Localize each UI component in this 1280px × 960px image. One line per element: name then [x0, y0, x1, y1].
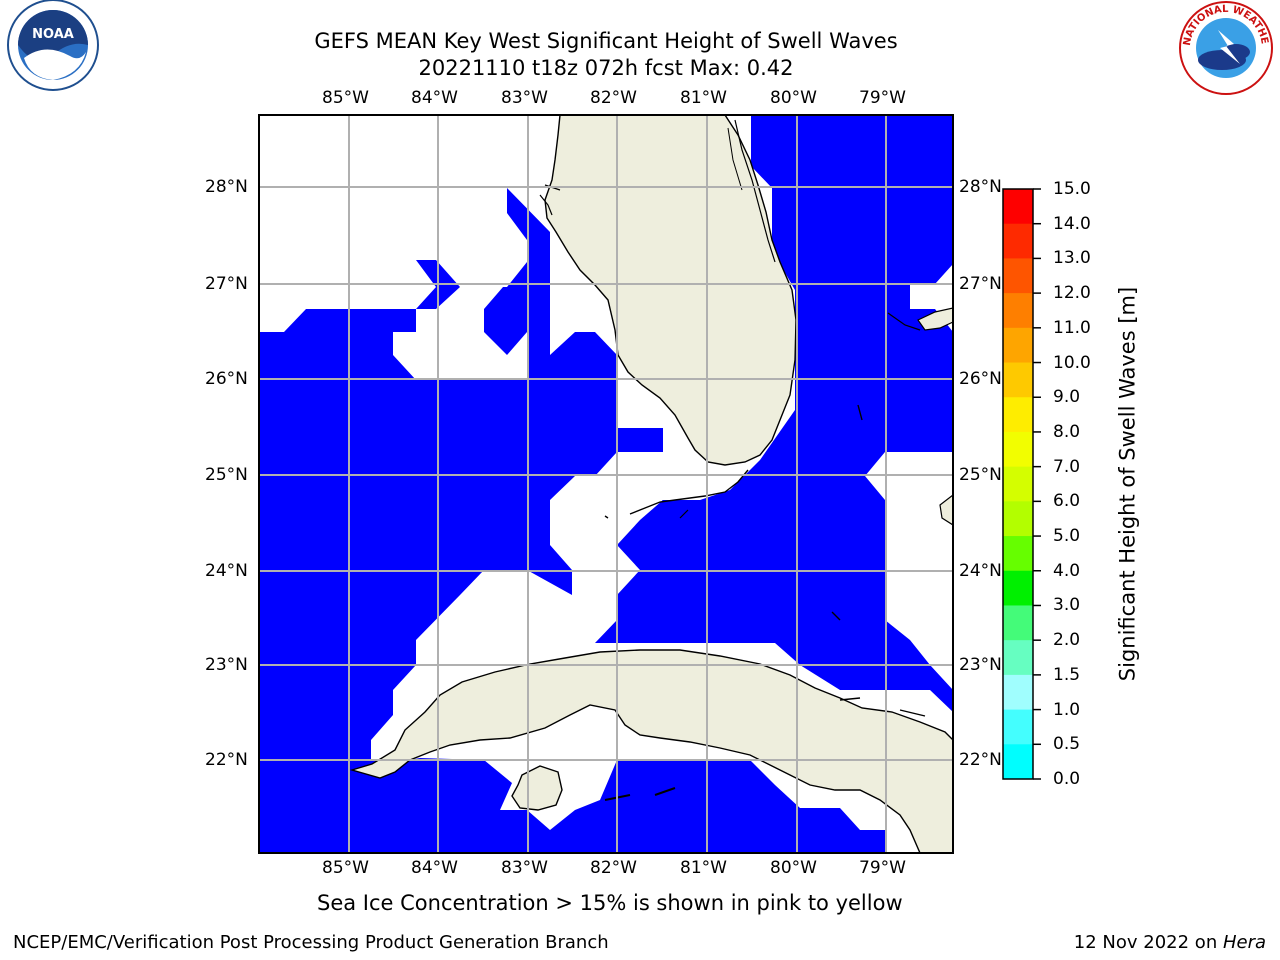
lat-label-right: 22°N	[959, 750, 1002, 770]
lat-label-left: 22°N	[205, 750, 248, 770]
colorbar-segment	[1003, 327, 1033, 364]
swell-field	[259, 115, 953, 853]
lon-label-top: 83°W	[501, 88, 548, 108]
colorbar-segment	[1003, 605, 1033, 641]
colorbar-tick-label: 9.0	[1053, 387, 1081, 408]
lon-label-top: 81°W	[680, 88, 727, 108]
colorbar-tick-label: 13.0	[1053, 248, 1091, 269]
lon-label-top: 85°W	[322, 88, 369, 108]
colorbar-tick-label: 4.0	[1053, 560, 1081, 581]
lon-label-top: 80°W	[770, 88, 817, 108]
colorbar-tick-label: 15.0	[1053, 179, 1091, 199]
colorbar-segment	[1003, 466, 1033, 502]
graticule	[259, 115, 953, 853]
lat-label-right: 26°N	[959, 369, 1002, 389]
noaa-logo: NOAA	[7, 0, 99, 91]
colorbar-segment	[1003, 640, 1033, 676]
lat-label-left: 25°N	[205, 465, 248, 485]
cuba-land	[349, 649, 953, 853]
lat-label-left: 23°N	[205, 655, 248, 675]
lat-label-right: 25°N	[959, 465, 1002, 485]
footer-host: Hera	[1222, 932, 1266, 953]
colorbar-segment	[1003, 223, 1033, 259]
colorbar-tick-label: 8.0	[1053, 421, 1081, 442]
colorbar-tick-label: 7.0	[1053, 456, 1081, 477]
colorbar-tick-label: 10.0	[1053, 352, 1091, 373]
colorbar-tick-label: 1.5	[1053, 664, 1081, 685]
colorbar-segment	[1003, 362, 1033, 398]
lat-label-right: 24°N	[959, 561, 1002, 581]
svg-text:NOAA: NOAA	[32, 27, 74, 42]
lat-label-right: 28°N	[959, 177, 1002, 197]
footer-branch: NCEP/EMC/Verification Post Processing Pr…	[13, 932, 609, 953]
colorbar-tick-label: 2.0	[1053, 630, 1081, 651]
map-title: GEFS MEAN Key West Significant Height of…	[314, 29, 898, 53]
colorbar-tick-label: 0.0	[1053, 769, 1081, 789]
lat-label-left: 24°N	[205, 561, 248, 581]
lon-label-bottom: 81°W	[680, 858, 727, 878]
lon-label-top: 84°W	[411, 88, 458, 108]
colorbar-tick-label: 6.0	[1053, 491, 1081, 512]
nws-logo: NATIONAL WEATHER SERVICE	[0, 0, 1273, 95]
colorbar-tick-label: 11.0	[1053, 317, 1091, 338]
footer-date-text: 12 Nov 2022 on	[1073, 932, 1223, 953]
colorbar-segment	[1003, 744, 1033, 780]
lon-label-bottom: 85°W	[322, 858, 369, 878]
colorbar-segment	[1003, 397, 1033, 433]
colorbar-segment	[1003, 674, 1033, 711]
lon-label-bottom: 79°W	[859, 858, 906, 878]
footer-date: 12 Nov 2022 on Hera	[1074, 932, 1266, 953]
colorbar-segment	[1003, 431, 1033, 468]
colorbar-title: Significant Height of Swell Waves [m]	[1115, 286, 1140, 682]
lon-label-bottom: 83°W	[501, 858, 548, 878]
colorbar-segment	[1003, 501, 1033, 537]
colorbar-tick-label: 12.0	[1053, 283, 1091, 304]
colorbar-tick-label: 14.0	[1053, 213, 1091, 234]
colorbar-segment	[1003, 709, 1033, 745]
lat-label-left: 26°N	[205, 369, 248, 389]
svg-text:NATIONAL WEATHER SERVICE: NATIONAL WEATHER SERVICE	[0, 0, 1270, 46]
colorbar-segment	[1003, 536, 1033, 572]
colorbar	[1003, 188, 1041, 780]
map-subtitle: 20221110 t18z 072h fcst Max: 0.42	[418, 56, 794, 80]
colorbar-tick-label: 5.0	[1053, 526, 1081, 547]
lon-label-bottom: 84°W	[411, 858, 458, 878]
colorbar-segment	[1003, 189, 1033, 225]
colorbar-tick-label: 0.5	[1053, 734, 1081, 755]
florida-land	[544, 115, 797, 466]
colorbar-segment	[1003, 258, 1033, 294]
lon-label-top: 79°W	[859, 88, 906, 108]
lon-label-bottom: 82°W	[590, 858, 637, 878]
colorbar-segment	[1003, 293, 1033, 329]
lat-label-left: 27°N	[205, 274, 248, 294]
sea-ice-note: Sea Ice Concentration > 15% is shown in …	[317, 891, 903, 915]
colorbar-tick-label: 1.0	[1053, 699, 1081, 720]
map-frame	[258, 114, 954, 854]
lat-label-right: 27°N	[959, 274, 1002, 294]
lat-label-right: 23°N	[959, 655, 1002, 675]
lon-label-bottom: 80°W	[770, 858, 817, 878]
lon-label-top: 82°W	[590, 88, 637, 108]
colorbar-tick-label: 3.0	[1053, 595, 1081, 616]
colorbar-segment	[1003, 570, 1033, 606]
lat-label-left: 28°N	[205, 177, 248, 197]
